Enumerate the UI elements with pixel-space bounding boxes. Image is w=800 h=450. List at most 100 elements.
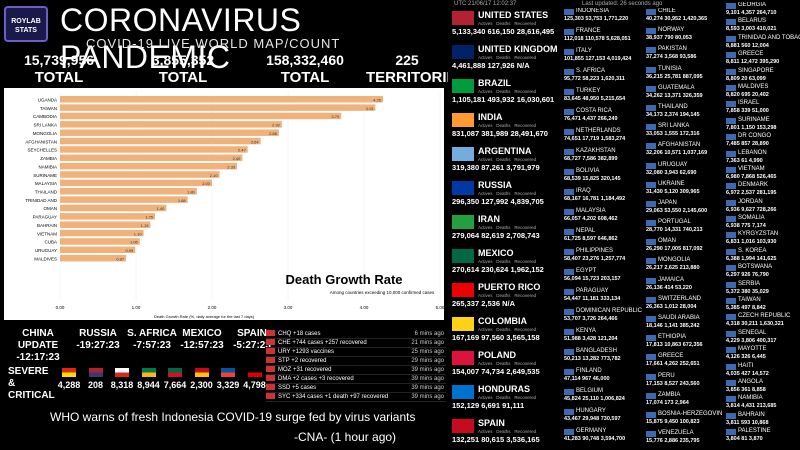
- country-row[interactable]: S. KOREA 6,388 1,994 141,625: [724, 248, 800, 264]
- country-row[interactable]: TURKEY 83,645 48,950 5,215,654: [562, 88, 642, 108]
- country-row[interactable]: SINGAPORE 8,809 20 63,099: [724, 68, 800, 84]
- country-row[interactable]: ETHIOPIA 17,813 10,863 672,356: [644, 334, 722, 353]
- country-row[interactable]: BANGLADESH 50,213 13,282 773,782: [562, 348, 642, 368]
- update-time: -12:57:23: [180, 340, 224, 351]
- country-row[interactable]: COSTA RICA 76,471 4,437 266,249: [562, 108, 642, 128]
- country-row[interactable]: TUNISIA 36,215 25,781 887,095: [644, 66, 722, 85]
- country-row[interactable]: S. AFRICA 95,772 58,223 1,620,311: [562, 68, 642, 88]
- country-row[interactable]: INDIA Actives Deaths Recovered 831,087 3…: [448, 110, 562, 144]
- country-row[interactable]: HONDURAS Actives Deaths Recovered 152,12…: [448, 382, 562, 416]
- country-row[interactable]: NORWAY 38,937 790 80,053: [644, 27, 722, 46]
- country-row[interactable]: MAYOTTE 4,126 326 6,445: [724, 346, 800, 362]
- country-row[interactable]: BOSNIA-HERZEGOVINA 15,875 9,450 100,823: [644, 411, 722, 430]
- country-row[interactable]: SERBIA 5,372 380 35,029: [724, 281, 800, 297]
- country-row[interactable]: DR CONGO 7,485 857 28,890: [724, 133, 800, 149]
- bar: [60, 146, 248, 153]
- country-row[interactable]: MALAYSIA 66,057 4,202 608,462: [562, 208, 642, 228]
- country-row[interactable]: PHILIPPINES 58,407 23,276 1,257,774: [562, 248, 642, 268]
- country-row[interactable]: DENMARK 6,972 2,537 281,195: [724, 182, 800, 198]
- country-row[interactable]: PAKISTAN 37,274 3,568 93,586: [644, 46, 722, 65]
- country-row[interactable]: IRAQ 68,167 16,781 1,184,492: [562, 188, 642, 208]
- country-row[interactable]: CZECH REPUBLIC 4,318 30,211 1,630,321: [724, 313, 800, 329]
- country-row[interactable]: SURINAME 7,801 1,150 153,298: [724, 117, 800, 133]
- country-row[interactable]: KYRGYZSTAN 6,831 1,016 103,930: [724, 231, 800, 247]
- country-row[interactable]: FINLAND 47,114 967 46,000: [562, 368, 642, 388]
- country-row[interactable]: RUSSIA Actives Deaths Recovered 296,350 …: [448, 178, 562, 212]
- country-row[interactable]: SWITZERLAND 26,363 1,012 28,004: [644, 296, 722, 315]
- country-stats: 18,146 1,141 385,242: [646, 323, 700, 329]
- country-row[interactable]: HAITI 4,035 427 14,572: [724, 363, 800, 379]
- country-row[interactable]: GREECE 17,661 4,262 252,651: [644, 353, 722, 372]
- country-row[interactable]: GEORGIA 9,101 4,357 264,710: [724, 2, 800, 18]
- country-name: JORDAN: [738, 198, 763, 205]
- country-row[interactable]: EGYPT 56,094 15,723 203,157: [562, 268, 642, 288]
- country-row[interactable]: UNITED STATES Actives Deaths Recovered 5…: [448, 8, 562, 42]
- country-row[interactable]: INDONESIA 125,303 53,753 1,771,220: [562, 8, 642, 28]
- country-stats: 28,770 14,331 740,213: [646, 227, 703, 234]
- country-row[interactable]: KENYA 51,988 3,428 121,204: [562, 328, 642, 348]
- country-row[interactable]: MALDIVES 8,820 695 20,402: [724, 84, 800, 100]
- country-row[interactable]: SPAIN Actives Deaths Recovered 132,251 8…: [448, 416, 562, 450]
- country-row[interactable]: BELARUS 8,593 3,003 410,021: [724, 18, 800, 34]
- country-row[interactable]: BOLIVIA 68,539 15,825 320,145: [562, 168, 642, 188]
- country-name: MALDIVES: [738, 83, 769, 90]
- country-row[interactable]: URUGUAY 32,080 3,943 62,690: [644, 162, 722, 181]
- country-row[interactable]: ANGOLA 3,856 361 8,858: [724, 379, 800, 395]
- flag-icon: [141, 368, 156, 377]
- country-row[interactable]: ITALY 101,855 127,153 4,019,424: [562, 48, 642, 68]
- country-row[interactable]: MONGOLIA 26,217 2,625 213,880: [644, 257, 722, 276]
- country-row[interactable]: SRI LANKA 33,053 1,555 172,316: [644, 123, 722, 142]
- country-row[interactable]: PARAGUAY 54,447 11,181 333,134: [562, 288, 642, 308]
- country-row[interactable]: COLOMBIA Actives Deaths Recovered 167,16…: [448, 314, 562, 348]
- country-row[interactable]: NEPAL 61,725 8,597 646,862: [562, 228, 642, 248]
- country-row[interactable]: ISRAEL 7,858 339 51,000: [724, 100, 800, 116]
- country-name: SPAIN: [478, 418, 505, 428]
- country-name: INDIA: [478, 112, 503, 122]
- country-row[interactable]: JAPAN 29,063 53,550 2,145,600: [644, 200, 722, 219]
- country-row[interactable]: FRANCE 112,018 110,578 5,628,051: [562, 28, 642, 48]
- country-row[interactable]: CHILE 40,274 30,952 1,420,365: [644, 8, 722, 27]
- country-row[interactable]: TRINIDAD AND TOBAGO8,881 560 12,004: [724, 35, 800, 51]
- country-row[interactable]: BRAZIL Actives Deaths Recovered 1,105,18…: [448, 76, 562, 110]
- country-row[interactable]: KAZAKHSTAN 68,727 7,586 382,899: [562, 148, 642, 168]
- country-row[interactable]: OMAN 26,290 17,005 817,092: [644, 238, 722, 257]
- country-row[interactable]: IRAN Actives Deaths Recovered 279,064 82…: [448, 212, 562, 246]
- country-row[interactable]: AFGHANISTAN 32,206 10,571 1,037,169: [644, 142, 722, 161]
- country-row[interactable]: GERMANY 41,283 90,748 3,594,700: [562, 428, 642, 448]
- country-row[interactable]: PERU 17,153 8,527 243,560: [644, 373, 722, 392]
- country-row[interactable]: SOMALIA 6,938 775 7,174: [724, 215, 800, 231]
- country-row[interactable]: VENEZUELA 15,776 2,886 235,795: [644, 430, 722, 449]
- country-row[interactable]: BELGIUM 45,824 25,110 1,006,824: [562, 388, 642, 408]
- country-row[interactable]: PALESTINE 3,804 81 3,870: [724, 428, 800, 444]
- country-row[interactable]: JORDAN 6,936 9,627 728,266: [724, 199, 800, 215]
- country-row[interactable]: VIETNAM 6,980 7,868 526,465: [724, 166, 800, 182]
- country-row[interactable]: UKRAINE 31,430 5,120 309,965: [644, 181, 722, 200]
- country-row[interactable]: GREECE 8,811 12,472 395,290: [724, 51, 800, 67]
- flag-icon: [564, 29, 574, 35]
- country-row[interactable]: JAMAICA 26,136 414 53,220: [644, 277, 722, 296]
- country-row[interactable]: LEBANON 7,363 61 4,990: [724, 150, 800, 166]
- feed-time: 29 mins ago: [411, 358, 444, 364]
- country-row[interactable]: BAHRAIN 3,811 593 10,868: [724, 412, 800, 428]
- country-row[interactable]: NETHERLANDS 74,651 17,719 1,583,274: [562, 128, 642, 148]
- country-row[interactable]: SAUDI ARABIA 18,146 1,141 385,242: [644, 315, 722, 334]
- flag-icon: [726, 412, 736, 419]
- country-row[interactable]: ZAMBIA 17,074 173 2,964: [644, 392, 722, 411]
- country-row[interactable]: POLAND Actives Deaths Recovered 154,007 …: [448, 348, 562, 382]
- country-row[interactable]: SENEGAL 4,229 3,806 400,317: [724, 330, 800, 346]
- country-row[interactable]: MEXICO Actives Deaths Recovered 270,614 …: [448, 246, 562, 280]
- country-row[interactable]: NAMIBIA 3,814 4,431 213,685: [724, 395, 800, 411]
- country-row[interactable]: ARGENTINA Actives Deaths Recovered 319,3…: [448, 144, 562, 178]
- country-row[interactable]: PUERTO RICO Actives Deaths Recovered 265…: [448, 280, 562, 314]
- country-row[interactable]: HUNGARY 43,467 29,948 730,597: [562, 408, 642, 428]
- country-row[interactable]: PORTUGAL 28,770 14,331 740,213: [644, 219, 722, 238]
- country-row[interactable]: GUATEMALA 34,262 13,371 326,359: [644, 85, 722, 104]
- col-headers: Actives Deaths Recovered: [478, 429, 537, 434]
- critical-label: SEVERE & CRITICAL: [8, 366, 55, 401]
- country-row[interactable]: DOMINICAN REPUBLIC 53,707 3,726 264,466: [562, 308, 642, 328]
- bar-value-label: 1.10: [134, 231, 143, 236]
- country-row[interactable]: THAILAND 34,173 2,374 194,145: [644, 104, 722, 123]
- country-row[interactable]: BOTSWANA 6,297 926 76,790: [724, 264, 800, 280]
- country-row[interactable]: TAIWAN 5,385 497 8,842: [724, 297, 800, 313]
- country-row[interactable]: UNITED KINGDOM Actives Deaths Recovered …: [448, 42, 562, 76]
